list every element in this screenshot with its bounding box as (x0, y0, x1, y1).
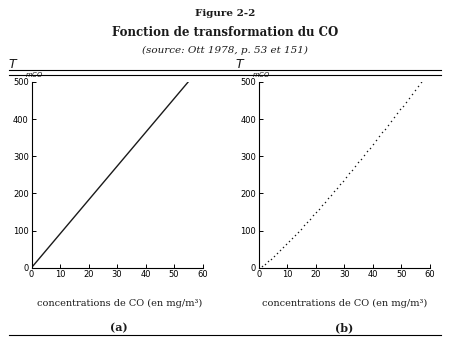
Text: $T$: $T$ (8, 58, 18, 71)
Text: concentrations de CO (en mg/m³): concentrations de CO (en mg/m³) (261, 298, 427, 308)
Text: (b): (b) (335, 322, 353, 333)
Text: (source: Ott 1978, p. 53 et 151): (source: Ott 1978, p. 53 et 151) (142, 46, 308, 55)
Text: concentrations de CO (en mg/m³): concentrations de CO (en mg/m³) (36, 298, 202, 308)
Text: $_{mCO}$: $_{mCO}$ (25, 70, 43, 80)
Text: $_{mCO}$: $_{mCO}$ (252, 70, 270, 80)
Text: Figure 2-2: Figure 2-2 (195, 9, 255, 17)
Text: $T$: $T$ (235, 58, 245, 71)
Text: Fonction de transformation du CO: Fonction de transformation du CO (112, 26, 338, 39)
Text: (a): (a) (110, 322, 128, 333)
